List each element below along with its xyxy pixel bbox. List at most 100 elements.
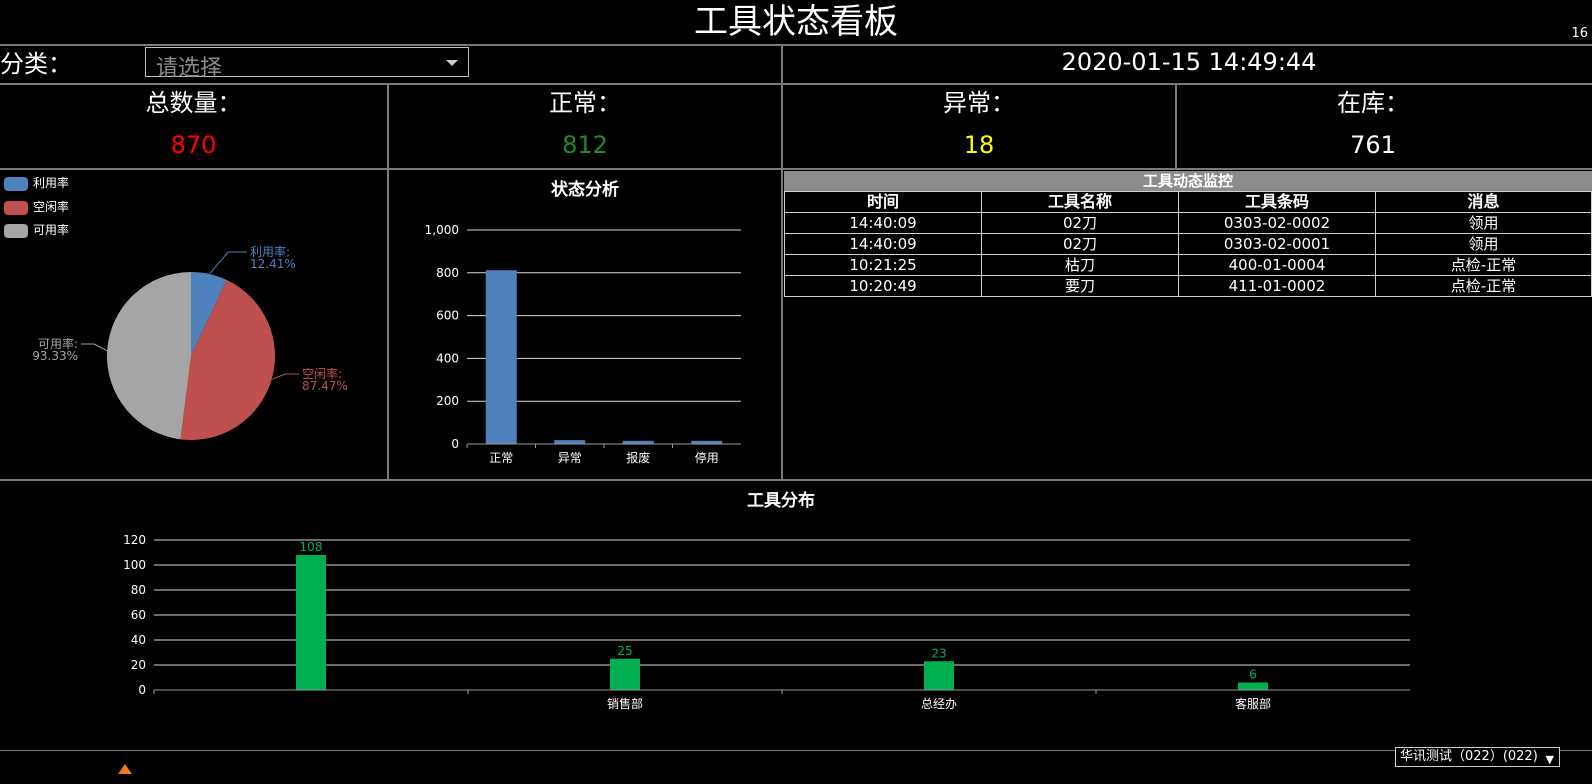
divider [387,83,389,480]
stat-abnormal: 异常： 18 [783,88,1175,160]
cell-tool-name: 02刀 [981,233,1179,255]
legend-item-available[interactable]: 可用率 [4,223,70,238]
divider [0,83,1592,85]
y-tick-label: 800 [436,266,459,280]
data-label: 108 [300,540,323,554]
pie-leader-line [271,373,299,380]
pie-slice-1[interactable] [180,279,276,441]
y-tick-label: 1,000 [425,223,459,237]
y-tick-label: 60 [131,608,146,622]
cell-message: 领用 [1375,212,1592,234]
bar[interactable] [924,661,954,690]
stat-normal-value: 812 [562,131,608,159]
cell-tool-name: 要刀 [981,275,1179,297]
cell-barcode: 0303-02-0001 [1178,233,1376,255]
bar[interactable] [622,440,654,444]
legend-swatch [4,223,28,238]
divider [0,479,1592,481]
stat-in-stock-label: 在库： [1337,89,1409,117]
pie-leader-line [81,343,108,352]
status-chart-title: 状态分析 [551,180,619,200]
divider [0,750,1592,751]
divider [1175,83,1177,169]
pie-label: 空闲率: [302,366,342,381]
pie-percent-label: 93.33% [32,349,78,363]
legend-label: 利用率 [33,176,70,190]
col-barcode: 工具条码 [1178,191,1376,213]
user-select[interactable]: 华讯测试（022）(022) [1395,747,1560,767]
stat-normal: 正常： 812 [389,88,781,160]
y-tick-label: 600 [436,309,459,323]
cell-time: 14:40:09 [784,233,982,255]
x-tick-label: 异常 [558,451,582,465]
bar[interactable] [1238,682,1268,691]
chevron-down-icon[interactable]: ▼ [1545,753,1554,766]
pie-slice-0[interactable] [191,272,227,356]
cell-barcode: 400-01-0004 [1178,254,1376,276]
distribution-bar-chart: 0 20 40 60 80 100 120 108 销售部 25 总经办 23 客服部 6 [123,533,1410,711]
legend-label: 可用率 [33,223,70,237]
cell-message: 领用 [1375,233,1592,255]
chevron-down-icon[interactable] [446,60,458,66]
bar[interactable] [554,440,586,444]
table-row[interactable]: 10:20:49 要刀 411-01-0002 点检-正常 [784,275,1592,297]
stat-normal-label: 正常： [549,89,621,117]
data-label: 23 [931,646,946,660]
x-tick-label: 停用 [695,450,719,465]
pie-percent-label: 12.41% [250,257,296,271]
category-label: 分类： [0,50,72,78]
bar[interactable] [485,270,517,444]
data-label: 25 [617,644,632,658]
cell-time: 14:40:09 [784,212,982,234]
stat-in-stock: 在库： 761 [1177,88,1569,160]
divider [0,168,1592,170]
cell-time: 10:20:49 [784,275,982,297]
data-label: 6 [1249,668,1257,682]
legend-item-utilization[interactable]: 利用率 [4,176,70,191]
y-tick-label: 40 [131,633,146,647]
col-time: 时间 [784,191,982,213]
col-message: 消息 [1375,191,1592,213]
table-row[interactable]: 14:40:09 02刀 0303-02-0002 领用 [784,212,1592,234]
pie-slice-2[interactable] [106,272,191,440]
distribution-chart-title: 工具分布 [747,491,815,511]
category-select-placeholder: 请选择 [156,56,223,81]
divider [781,44,783,480]
legend-label: 空闲率 [33,200,70,214]
x-tick-label: 客服部 [1235,696,1271,711]
x-tick-label: 总经办 [921,696,957,711]
legend-item-idle[interactable]: 空闲率 [4,200,70,215]
y-tick-label: 0 [138,683,146,697]
y-tick-label: 120 [123,533,146,547]
cell-message: 点检-正常 [1375,254,1592,276]
cell-tool-name: 02刀 [981,212,1179,234]
legend-swatch [4,200,28,215]
pie-percent-label: 87.47% [302,379,348,393]
current-datetime: 2020-01-15 14:49:44 [1061,48,1317,76]
y-tick-label: 100 [123,558,146,572]
cell-barcode: 411-01-0002 [1178,275,1376,297]
col-tool-name: 工具名称 [981,191,1179,213]
corner-number: 16 [1571,26,1588,41]
cell-barcode: 0303-02-0002 [1178,212,1376,234]
stat-in-stock-value: 761 [1350,131,1396,159]
x-tick-label: 销售部 [607,696,643,711]
monitor-table: 时间 工具名称 工具条码 消息 14:40:09 02刀 0303-02-000… [784,191,1592,297]
bar[interactable] [296,555,326,690]
x-tick-label: 报废 [626,450,650,465]
bar[interactable] [610,658,640,690]
page-title: 工具状态看板 [694,2,898,42]
monitor-title: 工具动态监控 [784,171,1592,191]
legend-swatch [4,176,28,191]
y-tick-label: 0 [451,437,459,451]
stat-abnormal-value: 18 [963,131,995,159]
stat-abnormal-label: 异常： [943,89,1015,117]
table-row[interactable]: 14:40:09 02刀 0303-02-0001 领用 [784,233,1592,255]
category-select[interactable]: 请选择 [145,47,469,81]
pie-chart: 利用率:12.41% 空闲率:87.47% 可用率:93.33% [32,244,348,441]
table-row[interactable]: 10:21:25 枯刀 400-01-0004 点检-正常 [784,254,1592,276]
table-header-row: 时间 工具名称 工具条码 消息 [784,191,1592,213]
bar[interactable] [691,440,723,444]
y-tick-label: 400 [436,351,459,365]
cell-tool-name: 枯刀 [981,254,1179,276]
